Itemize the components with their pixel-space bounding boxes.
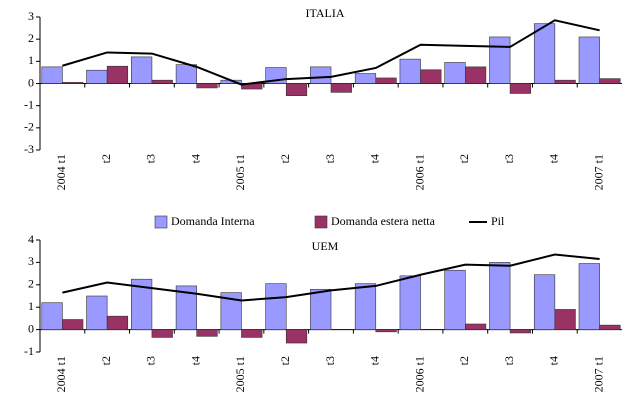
bar bbox=[465, 323, 487, 330]
bar bbox=[285, 329, 308, 344]
bar bbox=[62, 319, 84, 330]
bar bbox=[106, 315, 129, 330]
legend-swatch bbox=[154, 215, 168, 229]
x-tick-label: t2 bbox=[278, 356, 292, 365]
legend-label: Pil bbox=[491, 214, 505, 228]
bar bbox=[106, 65, 129, 84]
line bbox=[62, 19, 600, 86]
bar bbox=[578, 263, 600, 330]
x-tick-label: t3 bbox=[323, 356, 337, 365]
x-tick-label: t3 bbox=[144, 154, 158, 163]
bar bbox=[399, 58, 421, 84]
bar bbox=[41, 66, 63, 84]
bar bbox=[241, 329, 263, 338]
x-tick-label: t3 bbox=[323, 154, 337, 163]
bar bbox=[375, 77, 397, 84]
bar bbox=[420, 69, 442, 84]
bar bbox=[62, 82, 84, 84]
x-tick-label: t4 bbox=[188, 154, 202, 163]
x-tick-label: t4 bbox=[368, 154, 382, 163]
bar bbox=[599, 78, 621, 84]
x-tick-label: t2 bbox=[99, 154, 113, 163]
x-tick-label: 2004 t1 bbox=[54, 154, 68, 190]
legend-label: Domanda estera netta bbox=[331, 214, 436, 228]
bar bbox=[285, 83, 308, 96]
y-tick-label: 2 bbox=[28, 31, 34, 45]
y-tick-label: 1 bbox=[28, 299, 34, 313]
y-tick-label: 4 bbox=[28, 232, 34, 246]
bar bbox=[310, 288, 332, 330]
line bbox=[62, 253, 600, 302]
chart-title: UEM bbox=[312, 239, 339, 253]
y-tick-label: 0 bbox=[28, 75, 34, 89]
x-tick-label: 2006 t1 bbox=[412, 154, 426, 190]
x-tick-label: 2004 t1 bbox=[54, 356, 68, 392]
x-tick-label: 2007 t1 bbox=[591, 356, 605, 392]
bar bbox=[196, 329, 218, 337]
x-tick-label: t4 bbox=[547, 154, 561, 163]
bar bbox=[175, 64, 197, 84]
x-tick-label: t2 bbox=[278, 154, 292, 163]
bar bbox=[578, 36, 600, 84]
y-tick-label: -3 bbox=[24, 142, 34, 156]
bar bbox=[196, 83, 218, 89]
bar bbox=[330, 83, 352, 93]
bar bbox=[41, 302, 63, 330]
x-tick-label: 2007 t1 bbox=[591, 154, 605, 190]
bar bbox=[86, 69, 108, 84]
y-tick-label: 1 bbox=[28, 53, 34, 67]
bar bbox=[354, 283, 377, 330]
bar bbox=[265, 283, 287, 330]
bar bbox=[131, 56, 153, 84]
y-tick-label: -1 bbox=[24, 97, 34, 111]
bar bbox=[533, 274, 556, 330]
bar bbox=[509, 83, 531, 94]
x-tick-label: t2 bbox=[99, 356, 113, 365]
bar bbox=[151, 329, 173, 338]
y-tick-label: 0 bbox=[28, 321, 34, 335]
x-tick-label: t3 bbox=[144, 356, 158, 365]
x-tick-label: t2 bbox=[457, 356, 471, 365]
bar bbox=[151, 79, 173, 84]
x-tick-label: t4 bbox=[188, 356, 202, 365]
x-tick-label: t2 bbox=[457, 154, 471, 163]
x-tick-label: 2005 t1 bbox=[233, 356, 247, 392]
y-tick-label: 2 bbox=[28, 277, 34, 291]
x-tick-label: t3 bbox=[502, 356, 516, 365]
legend-label: Domanda Interna bbox=[171, 214, 255, 228]
bar bbox=[489, 36, 511, 84]
bar bbox=[399, 275, 421, 330]
bar bbox=[533, 23, 556, 84]
bar bbox=[220, 292, 242, 330]
bar bbox=[465, 66, 487, 84]
y-tick-label: -1 bbox=[24, 344, 34, 358]
x-tick-label: t4 bbox=[368, 356, 382, 365]
x-tick-label: t3 bbox=[502, 154, 516, 163]
bar bbox=[375, 329, 397, 333]
bar bbox=[554, 79, 576, 84]
x-tick-label: t4 bbox=[547, 356, 561, 365]
chart-title: ITALIA bbox=[305, 6, 344, 20]
y-tick-label: 3 bbox=[28, 254, 34, 268]
bar bbox=[599, 324, 621, 330]
bar bbox=[310, 66, 332, 84]
bar bbox=[509, 329, 531, 334]
bar bbox=[444, 269, 466, 330]
y-tick-label: 3 bbox=[28, 9, 34, 23]
x-tick-label: 2006 t1 bbox=[412, 356, 426, 392]
bar bbox=[444, 62, 466, 84]
x-tick-label: 2005 t1 bbox=[233, 154, 247, 190]
y-tick-label: -2 bbox=[24, 120, 34, 134]
bar bbox=[354, 73, 377, 84]
bar bbox=[489, 262, 511, 330]
bar bbox=[131, 278, 153, 330]
bar bbox=[175, 285, 197, 330]
bar bbox=[554, 309, 576, 330]
legend-swatch bbox=[314, 215, 328, 229]
bar bbox=[86, 295, 108, 330]
